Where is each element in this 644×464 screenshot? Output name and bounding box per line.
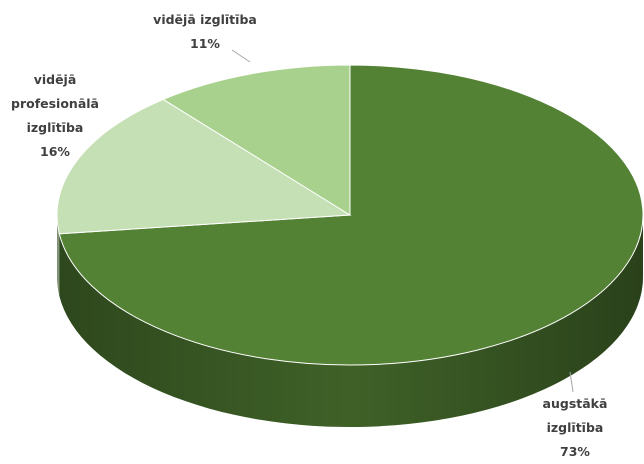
- slice-side-shade: [57, 215, 60, 296]
- slice-side-shade: [59, 215, 643, 427]
- leader-line: [231, 49, 251, 63]
- data-label: vidējā profesionālā izglītība 16%: [8, 68, 103, 164]
- percent-label: 11%: [190, 36, 220, 51]
- slice: [58, 64, 644, 366]
- percent-label: 16%: [40, 144, 70, 159]
- data-label: vidējā izglītība 11%: [135, 8, 275, 56]
- leader-line: [569, 371, 574, 393]
- data-label: augstākā izglītība 73%: [530, 392, 620, 464]
- slice: [162, 64, 351, 216]
- percent-label: 73%: [560, 444, 590, 459]
- slice: [56, 98, 352, 235]
- category-name: augstākā izglītība: [542, 396, 608, 435]
- category-name: vidējā profesionālā izglītība: [11, 72, 99, 135]
- category-name: vidējā izglītība: [153, 12, 257, 27]
